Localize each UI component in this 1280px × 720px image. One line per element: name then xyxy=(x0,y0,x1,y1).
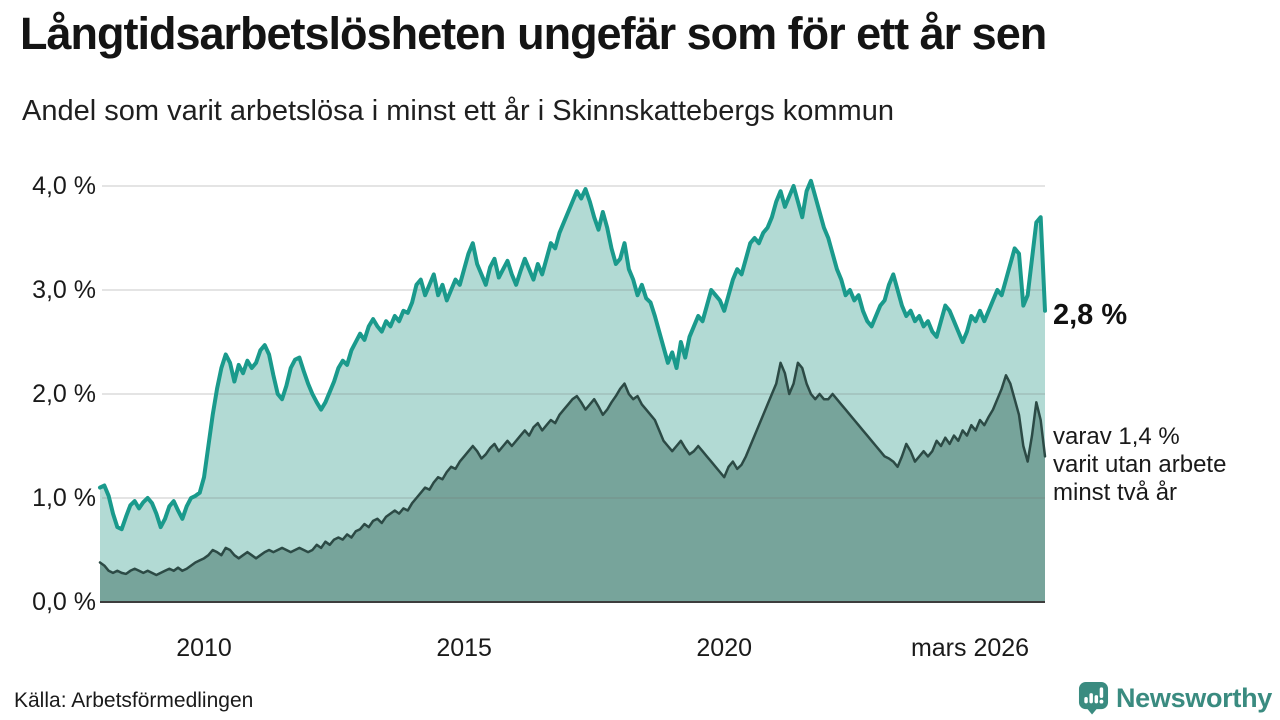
secondary-series-note: varav 1,4 % varit utan arbete minst två … xyxy=(1053,423,1226,507)
series-area-0 xyxy=(100,180,1045,603)
x-axis-tick-label: mars 2026 xyxy=(910,634,1030,662)
chart-title: Långtidsarbetslösheten ungefär som för e… xyxy=(20,8,1047,59)
y-axis-tick-label: 1,0 % xyxy=(32,484,96,512)
y-axis-tick-label: 3,0 % xyxy=(32,276,96,304)
plot-svg xyxy=(98,178,1047,603)
series-line-0 xyxy=(98,178,1047,532)
newsworthy-wordmark: Newsworthy xyxy=(1115,682,1272,713)
y-axis-tick-label: 0,0 % xyxy=(32,588,96,616)
latest-value-label: 2,8 % xyxy=(1053,299,1128,331)
y-axis-tick-label: 2,0 % xyxy=(32,380,96,408)
y-axis-tick-label: 4,0 % xyxy=(32,172,96,200)
series-area-1 xyxy=(100,362,1045,602)
x-axis-tick-label: 2020 xyxy=(696,634,753,662)
note-line-3: minst två år xyxy=(1053,479,1178,506)
source-label: Källa: Arbetsförmedlingen xyxy=(14,689,254,712)
series-line-1 xyxy=(98,361,1047,577)
note-line-2: varit utan arbete xyxy=(1053,451,1227,478)
x-axis-tick-label: 2015 xyxy=(436,634,492,662)
x-axis-tick-label: 2010 xyxy=(176,634,232,662)
note-line-1: varav 1,4 % xyxy=(1053,423,1180,450)
newsworthy-logo: Newsworthy xyxy=(1078,681,1272,715)
chart-subtitle: Andel som varit arbetslösa i minst ett å… xyxy=(22,95,894,127)
newsworthy-icon xyxy=(1078,682,1108,715)
